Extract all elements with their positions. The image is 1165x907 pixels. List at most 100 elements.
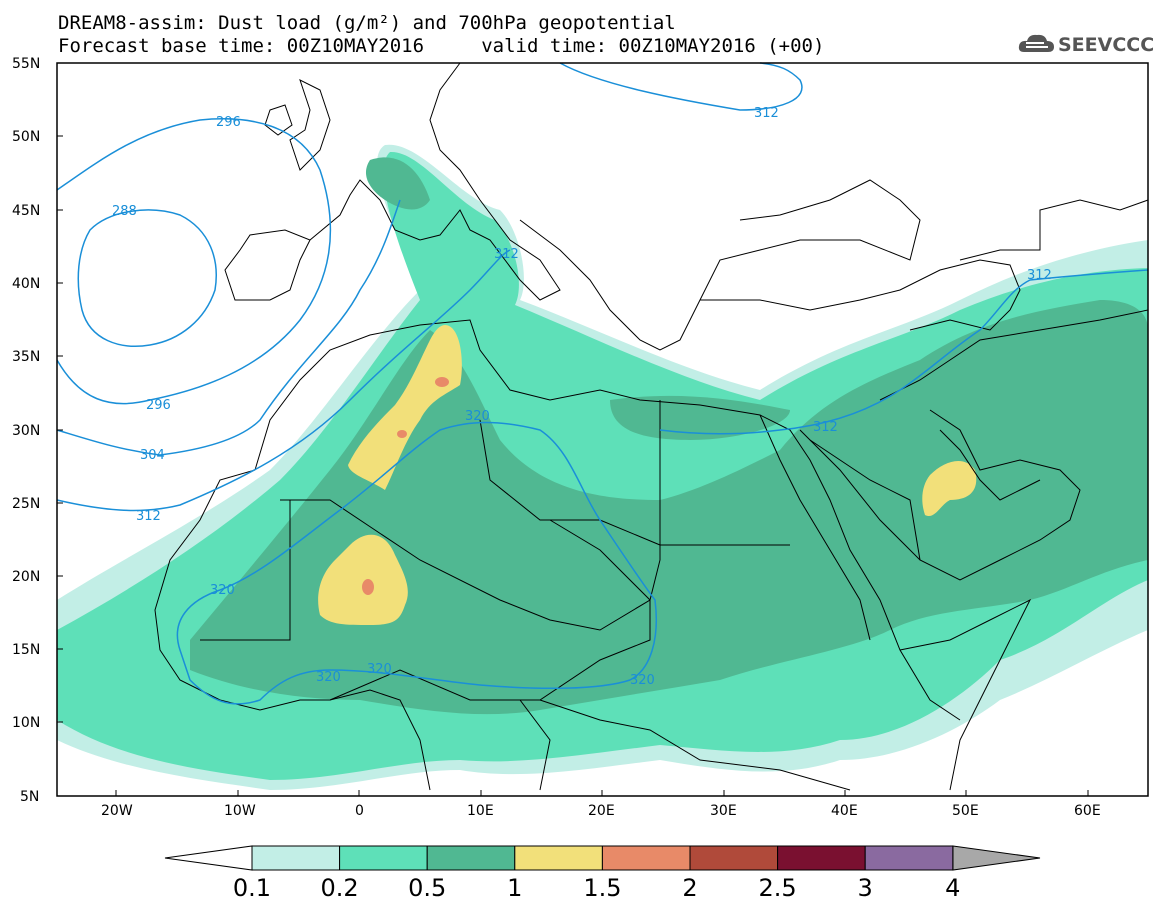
contour-label: 320 [210, 583, 235, 598]
coastline-arabia [799, 409, 1081, 581]
dust-level-0-5-patch [365, 157, 430, 210]
contour-label: 304 [140, 448, 165, 463]
colorbar-swatch [777, 845, 866, 871]
coastline-turkey [700, 259, 1021, 331]
colorbar-swatch [601, 845, 691, 871]
coastlines-borders [154, 62, 1149, 791]
lon-tick-label: 60E [1074, 803, 1101, 819]
cloud-icon [1018, 34, 1054, 52]
coastline-balkans [519, 179, 921, 351]
dust-level-1-5-spot [397, 430, 407, 438]
lat-tick-label: 10N [12, 715, 40, 731]
colorbar-legend: 0.1 0.2 0.5 1 1.5 2 2.5 3 4 [164, 845, 1041, 902]
contour-label: 296 [146, 398, 171, 413]
lon-tick-label: 20W [101, 803, 133, 819]
lon-tick-label: 0 [355, 803, 364, 819]
forecast-time-subtitle: Forecast base time: 00Z10MAY2016 valid t… [58, 35, 825, 57]
lon-tick-label: 30E [710, 803, 737, 819]
contour-320 [176, 421, 657, 705]
dust-load-map: 296 288 312 312 296 304 312 320 320 320 … [12, 56, 1149, 819]
border-iraq-iran [879, 309, 1149, 401]
lat-tick-label: 30N [12, 423, 40, 439]
contour-312-east [659, 269, 1149, 435]
contour-288 [77, 209, 217, 347]
colorbar-label: 4 [945, 874, 960, 902]
contour-label: 320 [465, 409, 490, 424]
contour-label: 288 [112, 204, 137, 219]
lat-tick-label: 25N [12, 496, 40, 512]
lon-tick-label: 10E [467, 803, 494, 819]
contour-label: 320 [316, 670, 341, 685]
colorbar-swatch [864, 845, 954, 871]
contour-312-north [559, 62, 803, 111]
contour-312-west [56, 249, 511, 512]
lon-tick-label: 50E [952, 803, 979, 819]
contour-label: 312 [754, 106, 779, 121]
lon-tick-label: 20E [588, 803, 615, 819]
latitude-labels: 55N 50N 45N 40N 35N 30N 25N 20N 15N 10N … [12, 56, 40, 805]
colorbar-under-arrow [164, 845, 253, 871]
contour-label: 320 [367, 662, 392, 677]
colorbar-over-arrow [952, 845, 1041, 871]
coastline-west-africa [154, 469, 431, 791]
longitude-axis [115, 790, 1089, 796]
dust-level-0-5-patch [610, 395, 790, 440]
colorbar-label: 2 [682, 874, 697, 902]
contour-label: 312 [136, 509, 161, 524]
colorbar-swatch [689, 845, 779, 871]
lon-tick-label: 10W [224, 803, 256, 819]
coastline-britain [289, 79, 331, 171]
colorbar-labels: 0.1 0.2 0.5 1 1.5 2 2.5 3 4 [233, 874, 961, 902]
colorbar-label: 3 [858, 874, 873, 902]
contour-296-north [56, 118, 332, 405]
lon-tick-label: 40E [831, 803, 858, 819]
dust-level-1-5-spot [435, 377, 449, 387]
coastline-europe [224, 229, 311, 301]
border-libya-egypt [479, 419, 661, 546]
dust-level-1-area [922, 460, 977, 517]
colorbar-swatch [426, 845, 516, 871]
border-caucasus [959, 199, 1149, 261]
colorbar-label: 2.5 [759, 874, 797, 902]
contour-labels: 296 288 312 312 296 304 312 320 320 320 … [112, 106, 1052, 688]
dust-level-1-area [318, 534, 408, 625]
lat-tick-label: 40N [12, 276, 40, 292]
lat-tick-label: 15N [12, 642, 40, 658]
coastline-europe [309, 62, 561, 301]
colorbar-label: 0.1 [233, 874, 271, 902]
border-saudi [809, 439, 921, 561]
latitude-axis [57, 62, 63, 797]
border-nigeria [329, 669, 551, 791]
dust-level-1-area [348, 325, 462, 490]
colorbar-label: 0.5 [408, 874, 446, 902]
border-sahel [200, 500, 291, 641]
logo-text: SEEVCCC [1058, 34, 1154, 56]
lat-tick-label: 5N [20, 789, 39, 805]
map-title: DREAM8-assim: Dust load (g/m²) and 700hP… [58, 12, 676, 34]
colorbar-swatch [514, 845, 603, 871]
coastline-horn-africa [899, 598, 1032, 791]
lat-tick-label: 20N [12, 569, 40, 585]
lat-tick-label: 45N [12, 203, 40, 219]
lat-tick-label: 55N [12, 56, 40, 72]
colorbar-label: 0.2 [321, 874, 359, 902]
geopotential-contours [56, 62, 1149, 705]
colorbar-swatch [339, 845, 428, 871]
contour-304 [56, 199, 401, 456]
border-central-africa [539, 699, 851, 791]
lat-tick-label: 50N [12, 129, 40, 145]
contour-label: 320 [630, 673, 655, 688]
seevccc-logo: SEEVCCC [1018, 28, 1158, 60]
colorbar-boxes [251, 845, 954, 871]
contour-label: 312 [1027, 268, 1052, 283]
contour-label: 312 [813, 420, 838, 435]
dust-shading [57, 144, 1148, 790]
coastline-north-africa [254, 319, 961, 721]
colorbar-label: 1.5 [583, 874, 621, 902]
lat-tick-label: 35N [12, 349, 40, 365]
contour-label: 296 [216, 115, 241, 130]
colorbar-label: 1 [507, 874, 522, 902]
coastline-persian-gulf [939, 429, 1041, 501]
contour-label: 312 [494, 247, 519, 262]
coastline-ireland [264, 104, 293, 136]
